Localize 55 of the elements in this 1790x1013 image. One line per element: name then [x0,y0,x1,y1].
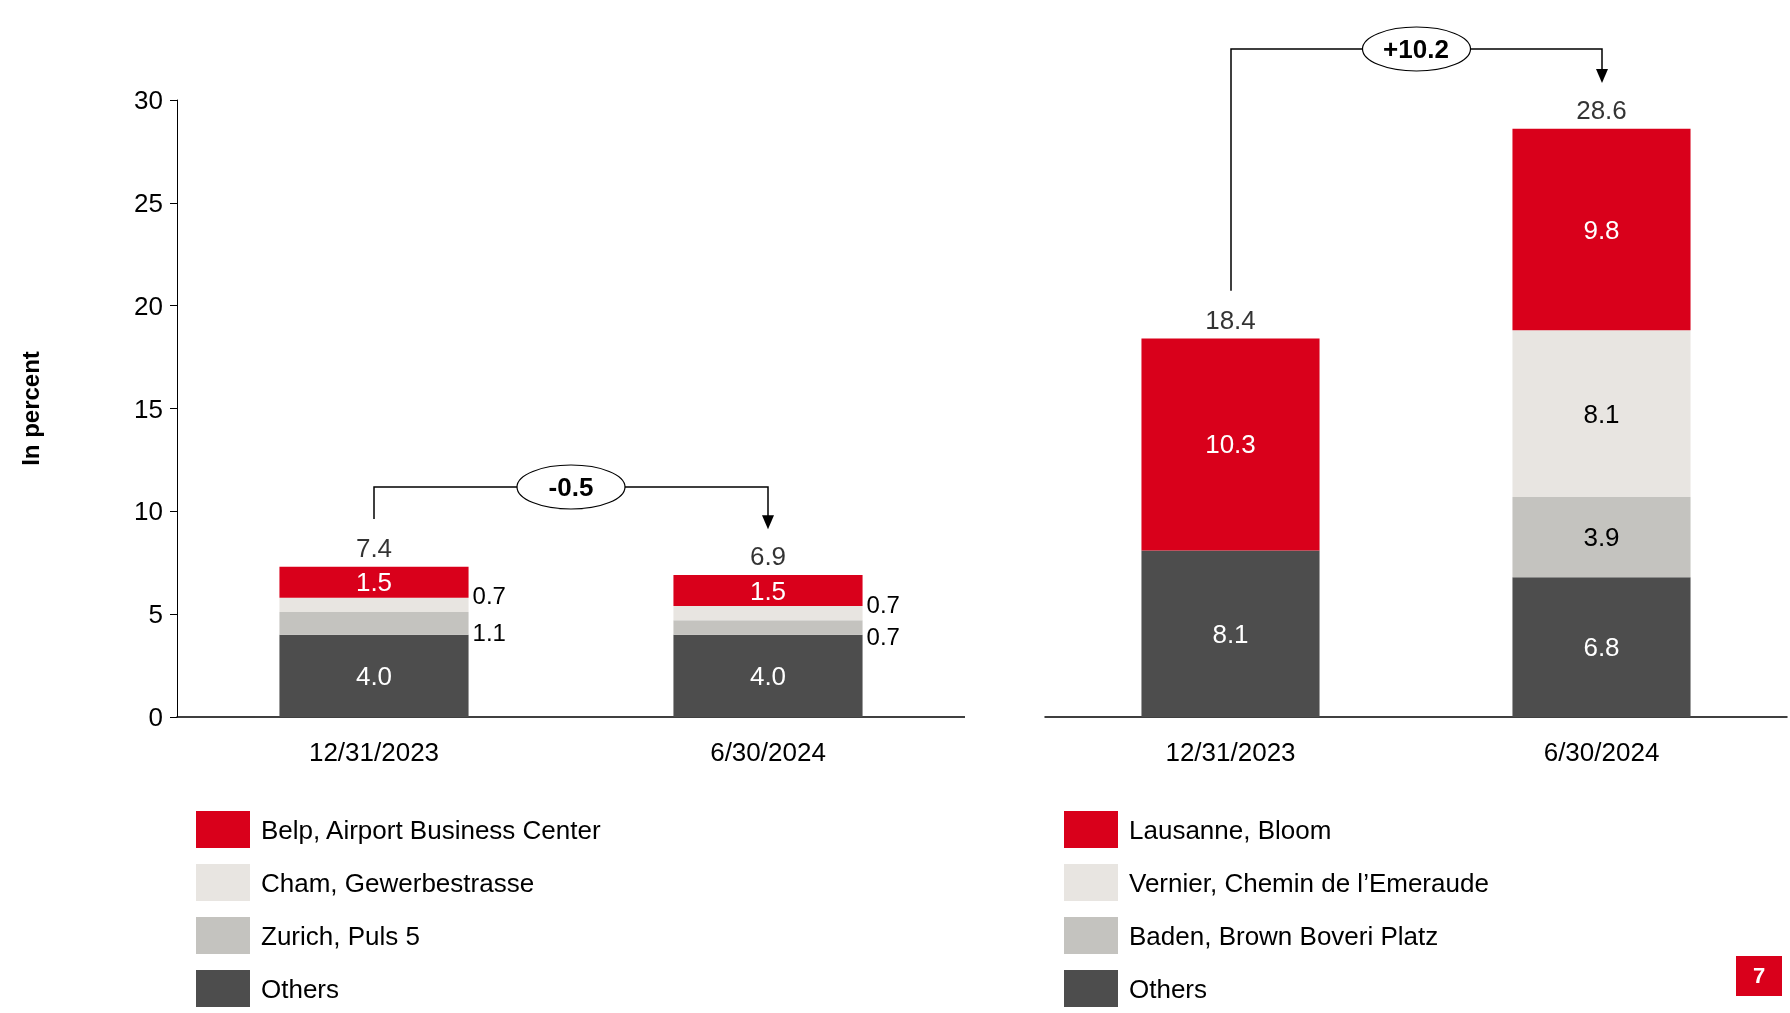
x-tick-label: 6/30/2024 [1543,737,1660,767]
y-tick-label: 30 [134,85,163,115]
data-label: 4.0 [355,660,393,691]
legend-label: Baden, Brown Boveri Platz [1129,920,1439,951]
bar [279,597,469,613]
bar [673,620,863,635]
bar [1141,550,1320,717]
text: +10.2 [1383,33,1449,65]
legend-label: Vernier, Chemin de l’Emeraude [1129,867,1489,898]
legend-label: Lausanne, Bloom [1129,814,1332,845]
data-label: 8.1 [1212,618,1249,649]
data-label: 1.5 [355,567,393,598]
data-label: 1.1 [472,618,506,646]
legend-label: Zurich, Puls 5 [261,920,420,951]
total-label: 28.6 [1576,94,1627,125]
y-tick-label: 20 [134,290,163,321]
annotation: -0.5 [548,471,594,503]
total-label: 6.9 [749,541,787,572]
data-label: 4.0 [749,660,787,691]
y-axis-title: In percent [16,351,44,466]
data-label: 0.7 [866,623,900,651]
legend-label: Others [1129,973,1208,1004]
total-label: 18.4 [1205,304,1256,335]
legend-label: Others [261,973,340,1004]
bar [673,634,863,717]
text: 7 [1736,956,1782,996]
bar [1512,577,1691,717]
bar [279,612,469,635]
bar [279,634,469,717]
total-label: 7.4 [355,532,393,563]
y-tick-label: 25 [134,187,163,218]
data-label: 6.8 [1583,632,1620,663]
data-label: 1.5 [749,575,787,606]
bar [1512,128,1691,331]
x-tick-label: 6/30/2024 [710,737,826,767]
data-label: 8.1 [1583,398,1620,429]
bar [279,566,469,598]
bar [673,575,863,606]
bar [1512,496,1691,578]
data-label: 9.8 [1583,214,1620,245]
data-label: 0.7 [472,582,506,610]
data-label: 10.3 [1205,429,1256,460]
legend-label: Belp, Airport Business Center [261,814,601,845]
data-label: 3.9 [1583,522,1620,553]
y-tick-label: 0 [148,702,163,732]
bar [1141,338,1320,551]
x-tick-label: 12/31/2023 [1165,737,1296,767]
y-tick-label: 10 [134,496,163,527]
bar [673,605,863,621]
data-label: 0.7 [866,590,900,618]
y-tick-label: 15 [134,393,163,424]
bar [1512,330,1691,497]
legend-label: Cham, Gewerbestrasse [261,867,535,898]
y-tick-label: 5 [148,599,163,630]
x-tick-label: 12/31/2023 [308,737,440,767]
